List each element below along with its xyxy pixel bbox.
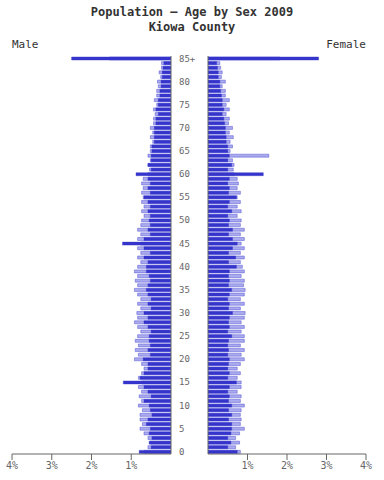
svg-text:3%: 3% xyxy=(46,460,58,471)
svg-text:20: 20 xyxy=(179,354,190,364)
svg-text:4%: 4% xyxy=(8,460,18,471)
html-text:Female: Female xyxy=(326,38,366,51)
svg-text:3%: 3% xyxy=(320,460,332,471)
svg-text:80: 80 xyxy=(179,77,190,87)
svg-text:15: 15 xyxy=(179,377,190,387)
svg-text:85+: 85+ xyxy=(179,54,196,64)
html-text:Male: Male xyxy=(12,38,39,51)
svg-text:2%: 2% xyxy=(85,460,97,471)
svg-text:0: 0 xyxy=(179,447,184,457)
html-text:Kiowa County: Kiowa County xyxy=(148,20,236,34)
svg-text:65: 65 xyxy=(179,146,190,156)
svg-text:75: 75 xyxy=(179,100,190,110)
svg-text:1%: 1% xyxy=(125,460,137,471)
svg-text:25: 25 xyxy=(179,331,190,341)
svg-text:40: 40 xyxy=(179,262,190,272)
svg-text:45: 45 xyxy=(179,239,190,249)
html-text:Population — Age by Sex 2009: Population — Age by Sex 2009 xyxy=(90,5,294,19)
svg-text:55: 55 xyxy=(179,192,190,202)
svg-text:70: 70 xyxy=(179,123,190,133)
svg-text:35: 35 xyxy=(179,285,190,295)
svg-text:5: 5 xyxy=(179,424,184,434)
svg-text:60: 60 xyxy=(179,169,190,179)
svg-text:2%: 2% xyxy=(281,460,293,471)
svg-text:30: 30 xyxy=(179,308,190,318)
svg-text:1%: 1% xyxy=(241,460,253,471)
svg-text:4%: 4% xyxy=(360,460,372,471)
svg-text:10: 10 xyxy=(179,401,190,411)
svg-text:50: 50 xyxy=(179,215,190,225)
